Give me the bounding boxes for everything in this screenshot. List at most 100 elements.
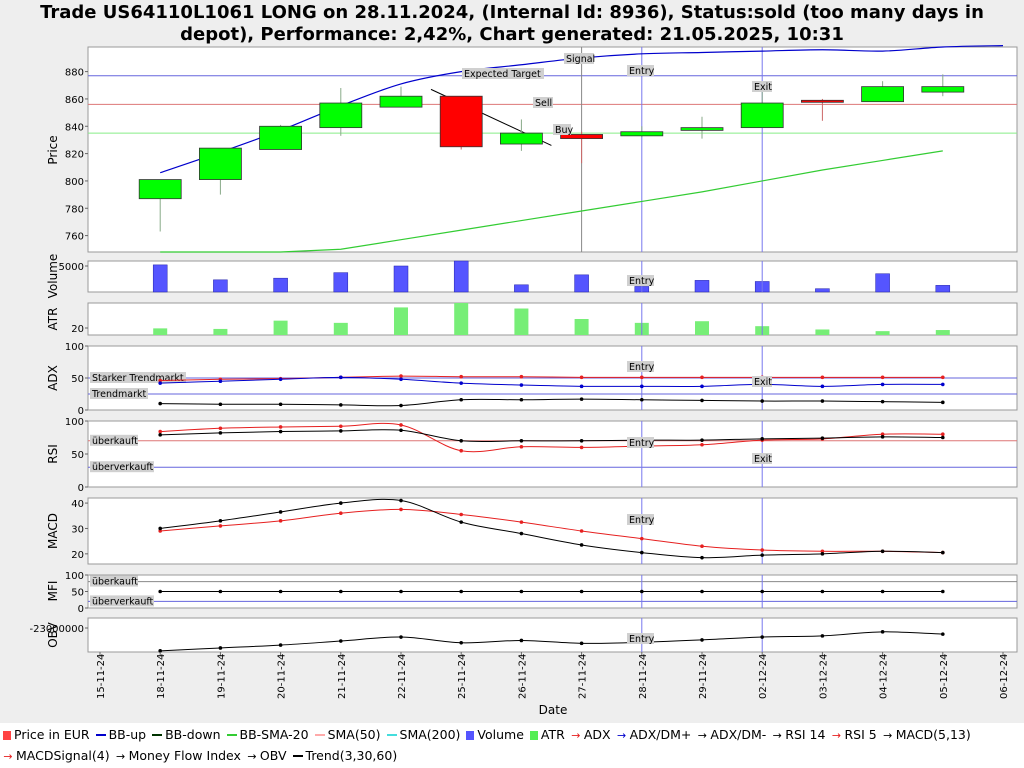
adx-exit-label: Exit bbox=[754, 377, 772, 388]
chart-title-line-1: Trade US64110L1061 LONG on 28.11.2024, (… bbox=[40, 2, 984, 23]
price-tick-label: 860 bbox=[65, 95, 84, 106]
adx-dm-minus-series-point bbox=[399, 403, 403, 408]
legend-item: → MACD(5,13) bbox=[883, 725, 971, 746]
macd-series-point bbox=[158, 526, 162, 531]
macd-panel-bg bbox=[87, 497, 1018, 565]
macd-entry-label: Entry bbox=[629, 515, 655, 526]
x-tick-label: 06-12-24 bbox=[999, 654, 1010, 699]
rsi5-series-point bbox=[218, 426, 223, 431]
macd-series-point bbox=[880, 549, 885, 554]
atr-bar bbox=[875, 331, 890, 335]
rsi5-series-point bbox=[519, 444, 524, 449]
legend-item: SMA(50) bbox=[314, 725, 381, 745]
atr-bar bbox=[454, 303, 469, 335]
x-tick-label: 22-11-24 bbox=[397, 654, 408, 699]
macd-signal-series-point bbox=[339, 511, 343, 516]
adx-tick-label: 50 bbox=[71, 374, 84, 385]
legend-label: SMA(50) bbox=[327, 727, 381, 742]
adx-dm-plus-series-point bbox=[941, 382, 945, 387]
mfi-series-point bbox=[459, 589, 464, 594]
volume-bar bbox=[453, 260, 469, 293]
volume-panel-bg bbox=[87, 260, 1018, 293]
rsi5-series-point bbox=[158, 429, 162, 434]
rsi14-series-point bbox=[278, 429, 283, 434]
atr-bar bbox=[695, 321, 709, 335]
legend-item: BB-SMA-20 bbox=[226, 725, 309, 745]
x-tick-label: 29-11-24 bbox=[698, 654, 709, 699]
adx-dm-minus-series-point bbox=[459, 397, 464, 402]
legend: Price in EUR BB-up BB-down BB-SMA-20 SMA(50)… bbox=[0, 723, 1024, 768]
mfi-series-point bbox=[760, 589, 764, 594]
adx-exit-label-bg bbox=[752, 376, 772, 387]
candle-body bbox=[259, 125, 303, 150]
mfi-tick-label: 100 bbox=[65, 571, 84, 582]
entry-label-bg bbox=[627, 65, 654, 76]
mfi-series-point bbox=[579, 589, 584, 594]
rsi-oversold-label-bg bbox=[90, 461, 154, 473]
atr-bar bbox=[273, 320, 288, 335]
x-tick-label: 04-12-24 bbox=[879, 654, 890, 699]
rsi5-series-point bbox=[579, 445, 584, 450]
adx-dm-minus-series-point bbox=[820, 399, 825, 403]
candle-body bbox=[379, 95, 423, 108]
macd-signal-series-point bbox=[459, 512, 464, 517]
rsi14-series-point bbox=[760, 437, 764, 441]
buy-label: Buy bbox=[555, 125, 574, 136]
rsi5-series-point bbox=[941, 432, 945, 437]
volume-entry-label-bg bbox=[627, 275, 654, 286]
atr-bar bbox=[935, 330, 950, 335]
price-tick-label: 760 bbox=[65, 232, 84, 243]
macd-signal-series-point bbox=[579, 529, 584, 533]
mfi-oversold-label: überverkauft bbox=[92, 596, 154, 607]
legend-row: Price in EUR BB-up BB-down BB-SMA-20 SMA(50)… bbox=[3, 725, 977, 745]
price-panel-bg bbox=[87, 46, 1018, 253]
macd-signal-series-point bbox=[218, 524, 223, 528]
rsi5-series-point bbox=[700, 442, 704, 447]
obv-series-point bbox=[519, 638, 524, 643]
rsi-entry-label-bg bbox=[627, 437, 654, 448]
adx-dm-plus-series-point bbox=[880, 382, 885, 387]
macd-series-point bbox=[459, 520, 464, 524]
macd-series-point bbox=[760, 553, 764, 557]
x-tick-label: 19-11-24 bbox=[216, 654, 227, 699]
legend-line-swatch bbox=[226, 734, 237, 736]
x-tick-label: 27-11-24 bbox=[578, 654, 589, 699]
obv-tick-label: -23000000 bbox=[29, 624, 84, 635]
rsi5-series-point bbox=[339, 424, 343, 429]
legend-item: BB-down bbox=[152, 725, 221, 745]
adx-series-point bbox=[579, 375, 584, 380]
sell-label-bg bbox=[533, 97, 553, 108]
bb-sma-line bbox=[160, 150, 943, 253]
mfi-oversold-label-bg bbox=[90, 595, 154, 607]
macd-axis-label: MACD bbox=[46, 513, 60, 549]
atr-tick-label: 20 bbox=[71, 324, 84, 335]
adx-series-point bbox=[820, 375, 825, 380]
legend-label: MACD(5,13) bbox=[895, 727, 971, 742]
legend-label: OBV bbox=[259, 748, 287, 763]
x-tick-label: 28-11-24 bbox=[638, 654, 649, 699]
volume-bar bbox=[815, 288, 830, 293]
chart-canvas: Price 760 780 800 820 840 860 880 Expected Targe… bbox=[29, 45, 1018, 717]
price-axis-label: Price bbox=[46, 135, 60, 164]
x-tick-label: 18-11-24 bbox=[156, 654, 167, 699]
legend-item: Volume bbox=[466, 725, 524, 745]
legend-swatch bbox=[529, 731, 538, 740]
macd-series-point bbox=[941, 550, 945, 555]
macd-series-point bbox=[579, 543, 584, 547]
mfi-series-point bbox=[399, 589, 403, 594]
legend-marker: → bbox=[697, 729, 708, 742]
adx-series-point bbox=[640, 375, 644, 380]
mfi-series-point bbox=[880, 589, 885, 594]
adx-dm-minus-series-point bbox=[700, 398, 704, 403]
mfi-tick-label: 0 bbox=[78, 604, 84, 615]
volume-entry-label: Entry bbox=[629, 276, 655, 287]
obv-series-point bbox=[700, 638, 704, 642]
legend-item: → ADX/DM- bbox=[697, 725, 766, 746]
x-tick-label: 15-11-24 bbox=[96, 654, 107, 699]
price-tick-label: 800 bbox=[65, 177, 84, 188]
candle-body bbox=[499, 132, 543, 145]
legend-item: → Money Flow Index bbox=[116, 746, 241, 767]
chart-title-line-2: depot), Performance: 2,42%, Chart genera… bbox=[180, 24, 844, 45]
entry-label: Entry bbox=[629, 66, 655, 77]
macd-signal-series-point bbox=[158, 529, 162, 533]
